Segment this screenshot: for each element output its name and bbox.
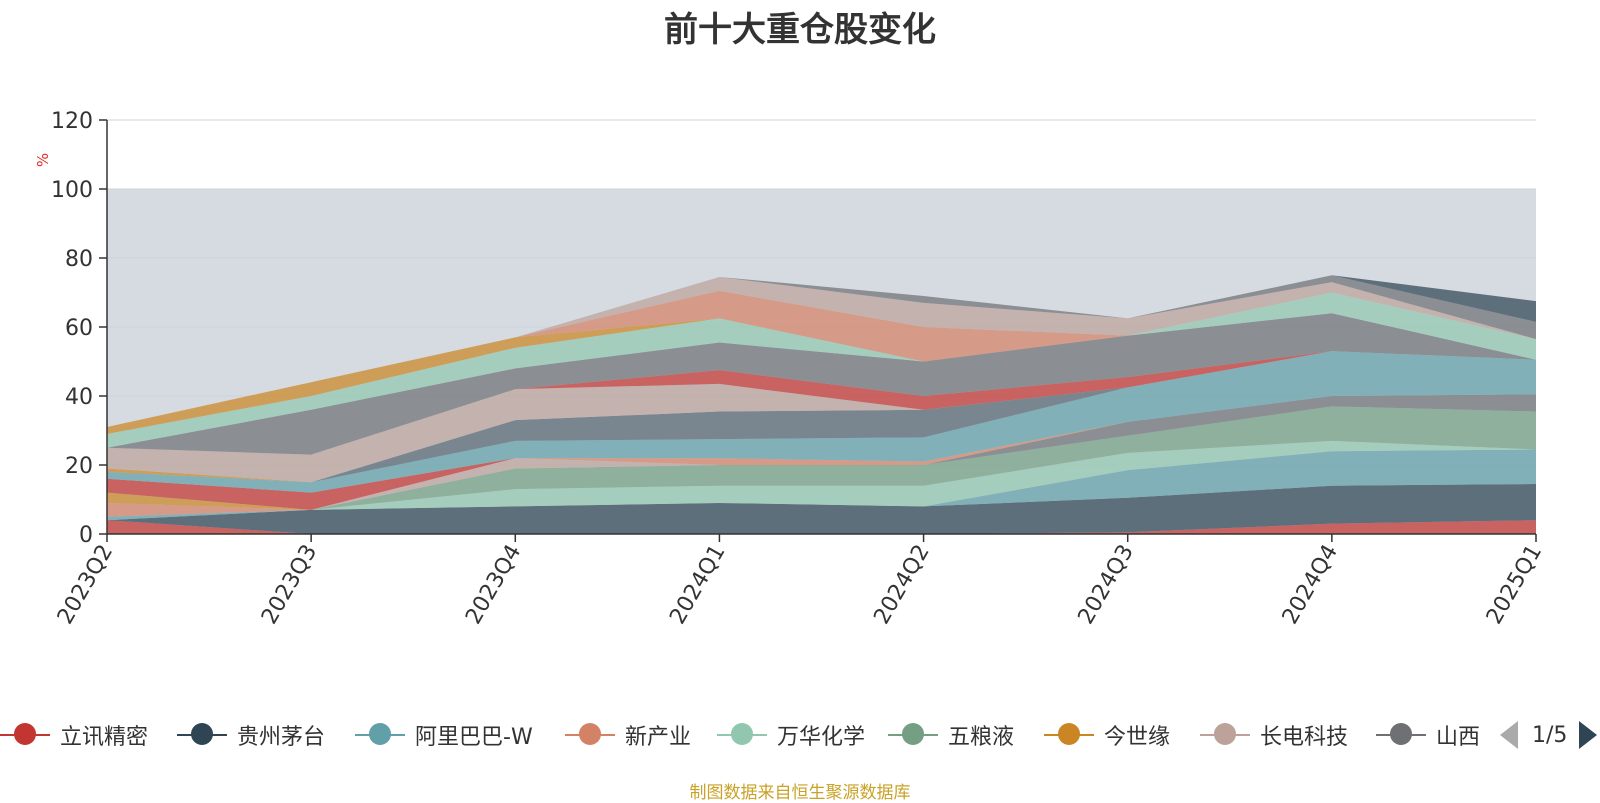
legend-dot-marker <box>731 723 753 745</box>
x-tick-label: 2023Q3 <box>257 541 322 629</box>
legend-item[interactable]: 五粮液 <box>888 718 1014 752</box>
area-series-18 <box>107 292 1536 448</box>
legend-label: 五粮液 <box>948 725 1015 750</box>
area-series-2 <box>107 483 1536 534</box>
legend-line-marker <box>1376 723 1426 745</box>
x-tick-label: 2023Q4 <box>461 541 526 629</box>
area-series-11 <box>107 394 1536 510</box>
legend-dot-marker <box>1058 723 1080 745</box>
area-chart: 0 20 40 60 80 100 120% 2023Q2 2023Q3 2023Q4 2024Q1… <box>34 109 1547 629</box>
legend-item[interactable]: 新产业 <box>565 718 691 752</box>
legend-dot-marker <box>902 723 924 745</box>
chart-title: 前十大重仓股变化 <box>664 10 936 50</box>
legend-page-indicator: 1/5 <box>1532 722 1568 748</box>
area-series-16 <box>107 351 1536 455</box>
y-tick-label: 80 <box>65 247 93 272</box>
legend-label: 新产业 <box>625 725 692 750</box>
legend-line-marker <box>0 723 50 745</box>
x-tick-label: 2023Q2 <box>53 541 118 629</box>
y-tick-label: 20 <box>65 454 93 479</box>
legend: 立讯精密 贵州茅台 阿里巴巴-W 新产业 万华化学 五粮液 今世缘 长电科技 山西 1/5 <box>0 718 1600 752</box>
legend-line-marker <box>888 723 938 745</box>
legend-item[interactable]: 立讯精密 <box>0 718 148 752</box>
legend-line-marker <box>355 723 405 745</box>
y-tick-label: 0 <box>79 523 93 548</box>
area-series-20 <box>107 290 1536 428</box>
area-series-4 <box>107 449 1536 517</box>
legend-label: 贵州茅台 <box>237 725 326 750</box>
data-source-note: 制图数据来自恒生聚源数据库 <box>689 783 911 803</box>
legend-item[interactable]: 万华化学 <box>717 718 865 752</box>
legend-label: 阿里巴巴-W <box>415 725 533 750</box>
y-axis-unit-label: % <box>34 153 52 167</box>
x-tick-label: 2024Q2 <box>869 541 934 629</box>
legend-item[interactable]: 阿里巴巴-W <box>355 718 533 752</box>
area-series-5 <box>107 440 1536 510</box>
legend-item[interactable]: 山西 <box>1376 718 1480 752</box>
legend-label: 立讯精密 <box>60 725 149 750</box>
legend-line-marker <box>565 723 615 745</box>
legend-dot-marker <box>369 723 391 745</box>
area-series-22 <box>107 275 1536 428</box>
x-tick-label: 2024Q1 <box>665 541 730 629</box>
legend-label: 万华化学 <box>777 725 866 750</box>
legend-items: 立讯精密 贵州茅台 阿里巴巴-W 新产业 万华化学 五粮液 今世缘 长电科技 山西 <box>0 718 1490 752</box>
legend-item[interactable]: 长电科技 <box>1200 718 1348 752</box>
legend-pager: 1/5 <box>1500 718 1598 752</box>
y-tick-label: 100 <box>51 178 93 203</box>
y-tick-label: 60 <box>65 316 93 341</box>
legend-item[interactable]: 今世缘 <box>1044 718 1170 752</box>
legend-dot-marker <box>1390 723 1412 745</box>
legend-label: 长电科技 <box>1260 725 1349 750</box>
legend-line-marker <box>1044 723 1094 745</box>
area-series-21 <box>107 276 1536 428</box>
area-series-13 <box>107 351 1536 483</box>
y-tick-label: 40 <box>65 385 93 410</box>
legend-prev-page-icon[interactable] <box>1500 721 1518 749</box>
legend-label: 山西 <box>1436 725 1481 750</box>
area-series-12 <box>107 351 1536 493</box>
legend-dot-marker <box>14 723 36 745</box>
area-series-9 <box>107 394 1536 510</box>
legend-line-marker <box>717 723 767 745</box>
area-series-3 <box>107 449 1536 521</box>
legend-next-page-icon[interactable] <box>1579 721 1598 749</box>
legend-line-marker <box>1200 723 1250 745</box>
legend-dot-marker <box>1214 723 1236 745</box>
legend-dot-marker <box>579 723 601 745</box>
area-series-17 <box>107 313 1536 455</box>
legend-line-marker <box>177 723 227 745</box>
y-tick-label: 120 <box>51 109 93 134</box>
area-series-15 <box>107 351 1536 483</box>
x-tick-label: 2024Q3 <box>1074 541 1139 629</box>
legend-dot-marker <box>191 723 213 745</box>
legend-label: 今世缘 <box>1104 725 1171 750</box>
x-tick-label: 2024Q4 <box>1278 541 1343 629</box>
area-series-1 <box>107 520 1536 534</box>
legend-item[interactable]: 贵州茅台 <box>177 718 325 752</box>
area-series-6 <box>107 406 1536 510</box>
x-tick-label: 2025Q1 <box>1482 541 1547 629</box>
